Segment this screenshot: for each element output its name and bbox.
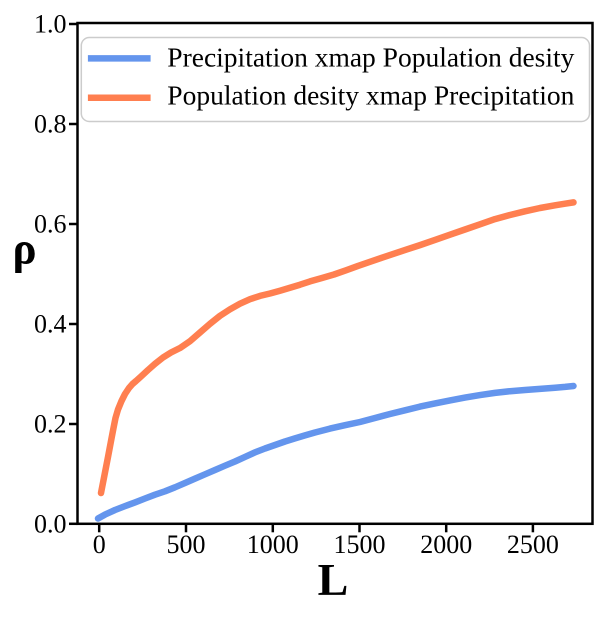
svg-text:L: L (318, 554, 349, 605)
svg-text:0.6: 0.6 (34, 210, 67, 239)
svg-text:2000: 2000 (420, 530, 472, 559)
svg-text:1500: 1500 (334, 530, 386, 559)
svg-text:ρ: ρ (13, 223, 37, 273)
svg-text:500: 500 (167, 530, 206, 559)
svg-text:0.8: 0.8 (34, 110, 67, 139)
svg-text:0.4: 0.4 (34, 310, 67, 339)
svg-text:2500: 2500 (507, 530, 559, 559)
svg-text:1.0: 1.0 (34, 10, 67, 39)
svg-text:0.0: 0.0 (34, 510, 67, 539)
svg-text:0: 0 (93, 530, 106, 559)
svg-text:Precipitation xmap Population: Precipitation xmap Population desity (167, 42, 574, 73)
svg-text:Population desity xmap Precipi: Population desity xmap Precipitation (167, 79, 574, 110)
svg-text:0.2: 0.2 (34, 410, 67, 439)
svg-text:1000: 1000 (247, 530, 299, 559)
